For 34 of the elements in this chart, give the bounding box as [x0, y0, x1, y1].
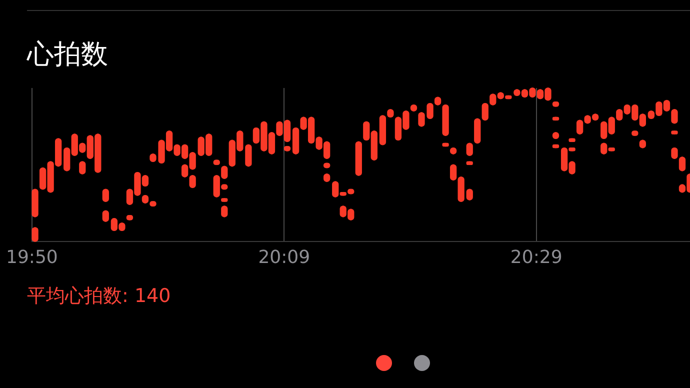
candlestick: [142, 195, 149, 204]
candlestick: [678, 156, 686, 172]
x-tick-label: 20:09: [258, 246, 310, 268]
candlestick: [126, 214, 134, 220]
candlestick: [671, 147, 678, 159]
candlestick: [450, 147, 457, 154]
chart-title: 心拍数: [27, 38, 108, 72]
candlestick: [102, 188, 109, 202]
candlestick: [355, 141, 362, 176]
candlestick: [189, 175, 196, 188]
x-tick-label: 20:29: [510, 246, 562, 268]
candlestick: [568, 138, 576, 142]
candlestick: [32, 188, 38, 218]
candlestick: [150, 201, 156, 206]
candlestick: [221, 198, 228, 202]
candlestick: [32, 227, 38, 242]
candlestick: [442, 104, 449, 136]
candlestick: [466, 188, 473, 200]
candlestick: [466, 142, 473, 156]
candlestick: [245, 144, 252, 167]
candlestick: [552, 132, 560, 139]
candlestick: [410, 104, 418, 112]
candlestick: [442, 142, 449, 147]
candlestick: [102, 210, 109, 222]
candlestick: [482, 103, 488, 121]
candlestick: [292, 128, 300, 154]
x-tick-label: 19:50: [6, 246, 58, 268]
candlestick: [671, 109, 678, 124]
candlestick: [387, 109, 394, 118]
candlestick: [671, 130, 678, 134]
candlestick: [474, 118, 481, 144]
candlestick: [632, 130, 638, 136]
text: 平均心拍数: 140: [27, 284, 171, 308]
candlestick: [323, 174, 330, 182]
